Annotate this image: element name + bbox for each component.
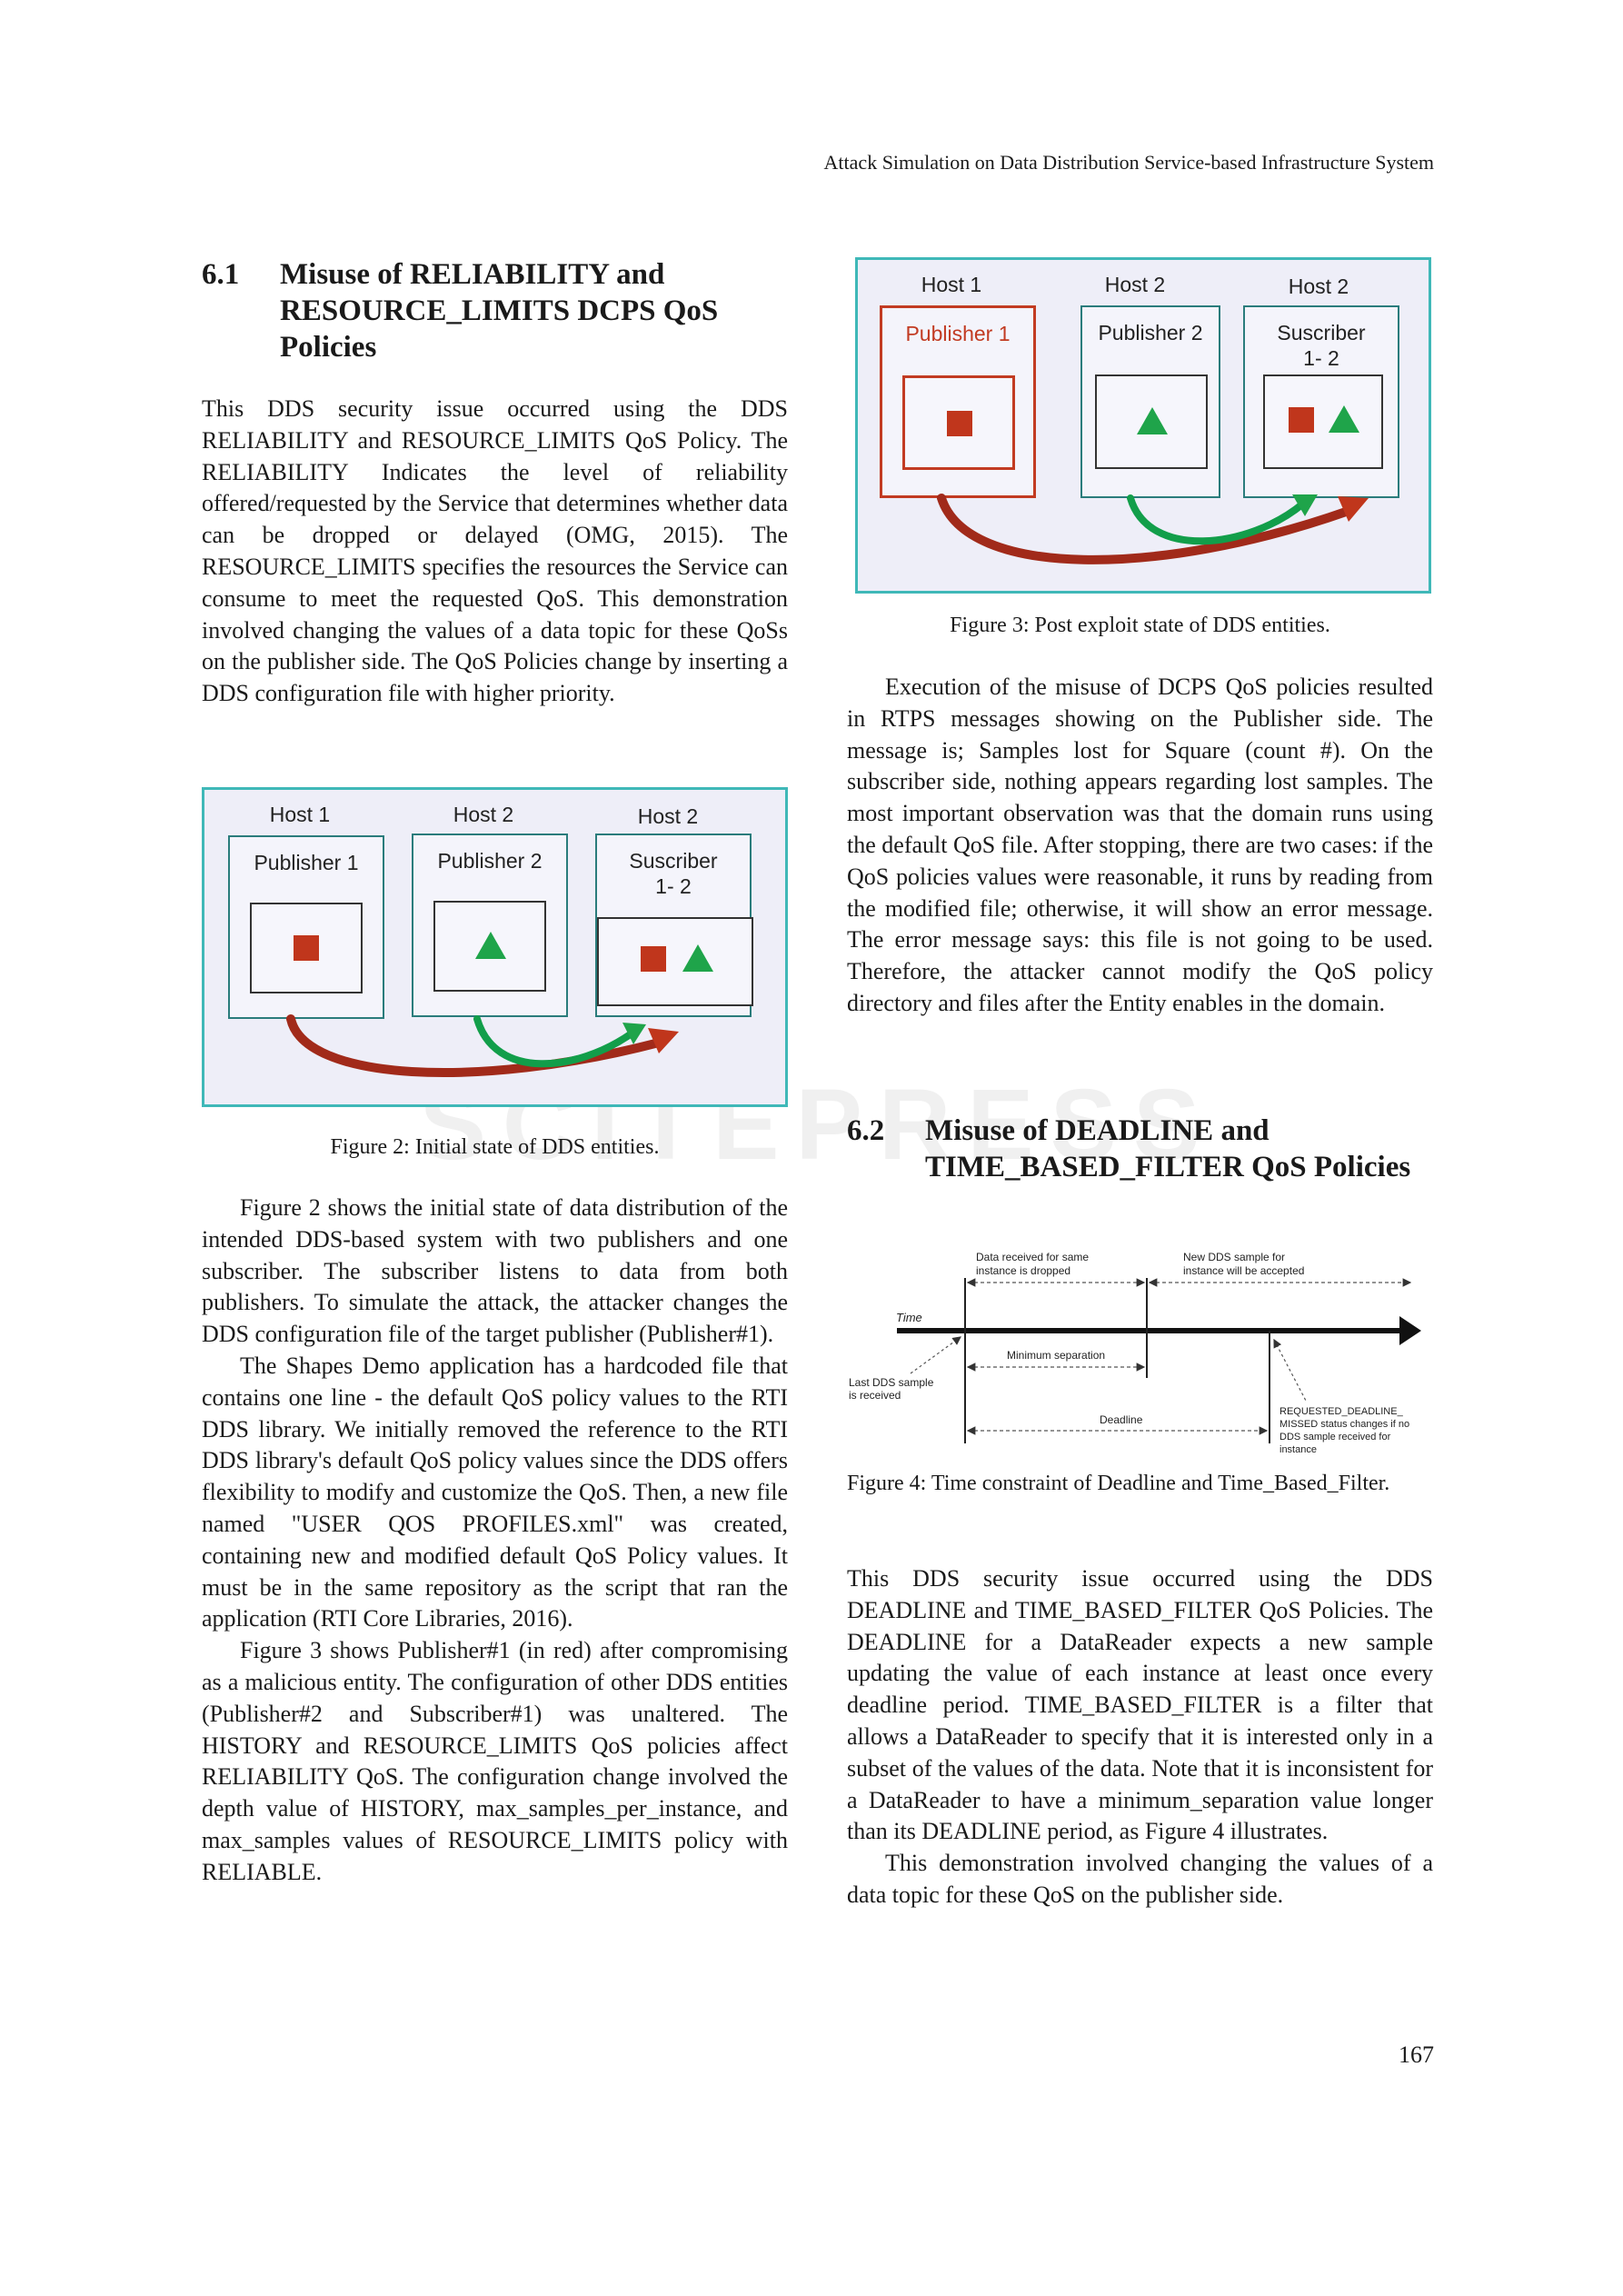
publisher-2-label: Publisher 2 <box>1098 321 1203 344</box>
triangle-sample-icon <box>1329 405 1359 433</box>
subscriber-label: Suscriber <box>1277 321 1366 344</box>
publisher-1-label: Publisher 1 <box>905 322 1011 345</box>
section-title: Misuse of DEADLINE and TIME_BASED_FILTER… <box>925 1114 1411 1183</box>
sample-box <box>250 903 363 993</box>
triangle-sample-icon <box>1137 407 1168 434</box>
red-flow-arrow <box>937 494 1353 564</box>
missed-label-line1: REQUESTED_DEADLINE_ <box>1279 1406 1404 1417</box>
last-sample-label-line1: Last DDS sample <box>849 1376 934 1389</box>
section-number: 6.1 <box>202 258 240 291</box>
min-separation-label: Minimum separation <box>1007 1349 1105 1362</box>
accepted-label-line2: instance will be accepted <box>1183 1264 1304 1277</box>
figure-4-timeline-diagram: Time Data received for same instance is … <box>849 1251 1421 1455</box>
host-label: Host 2 <box>453 803 514 826</box>
page-number: 167 <box>1399 2041 1434 2068</box>
paragraph: This demonstration involved changing the… <box>847 1850 1433 1908</box>
square-sample-icon <box>1289 407 1314 433</box>
host-label: Host 1 <box>921 273 982 296</box>
subscriber-box: Suscriber 1- 2 <box>1243 305 1399 498</box>
triangle-sample-icon <box>682 944 713 972</box>
section-title: Misuse of RELIABILITY and RESOURCE_LIMIT… <box>280 258 719 364</box>
square-sample-icon <box>641 946 666 972</box>
subscriber-label: Suscriber <box>629 849 718 873</box>
sample-box <box>433 901 546 992</box>
host-label: Host 2 <box>637 804 699 828</box>
deadline-missed-pointer <box>1273 1338 1307 1402</box>
publisher-1-box-compromised: Publisher 1 <box>880 305 1036 498</box>
sample-box <box>902 375 1015 470</box>
green-flow-arrow <box>473 1015 635 1068</box>
subscriber-box: Suscriber 1- 2 <box>595 834 753 1017</box>
figure-2-caption: Figure 2: Initial state of DDS entities. <box>330 1135 660 1159</box>
figure-2-diagram: Host 1 Host 2 Host 2 Publisher 1 Publish… <box>202 787 788 1107</box>
paragraph: This DDS security issue occurred using t… <box>847 1565 1433 1845</box>
last-sample-pointer <box>910 1336 961 1374</box>
paragraph: The Shapes Demo application has a hardco… <box>202 1352 788 1632</box>
flow-arrows <box>937 494 1369 564</box>
sample-box <box>597 917 753 1006</box>
deadline-label: Deadline <box>1100 1413 1143 1426</box>
paragraph: Execution of the misuse of DCPS QoS poli… <box>847 674 1433 1016</box>
section-6-1-heading: 6.1 Misuse of RELIABILITY and RESOURCE_L… <box>202 256 788 365</box>
paragraph: Figure 2 shows the initial state of data… <box>202 1194 788 1348</box>
sample-box <box>1095 374 1208 469</box>
sample-box <box>1263 374 1383 469</box>
host-label: Host 1 <box>269 803 331 826</box>
publisher-1-label: Publisher 1 <box>254 851 359 874</box>
missed-label-line3: DDS sample received for <box>1279 1432 1391 1442</box>
host-label: Host 2 <box>1288 275 1349 298</box>
triangle-sample-icon <box>475 932 506 959</box>
missed-label-line4: instance <box>1279 1444 1317 1455</box>
dropped-label-line1: Data received for same <box>976 1251 1089 1263</box>
publisher-2-box: Publisher 2 <box>1080 305 1220 498</box>
figure-3-diagram: Host 1 Host 2 Host 2 Publisher 1 Publish… <box>855 257 1431 594</box>
running-head: Attack Simulation on Data Distribution S… <box>823 151 1434 174</box>
paragraph: This DDS security issue occurred using t… <box>202 395 788 707</box>
section-number: 6.2 <box>847 1114 885 1147</box>
square-sample-icon <box>294 935 319 961</box>
subscriber-label-ids: 1- 2 <box>655 874 692 898</box>
figure-3-caption: Figure 3: Post exploit state of DDS enti… <box>950 614 1330 637</box>
time-label: Time <box>896 1311 922 1324</box>
missed-label-line2: MISSED status changes if no <box>1279 1419 1409 1430</box>
publisher-2-label: Publisher 2 <box>437 849 543 873</box>
green-flow-arrow <box>1127 494 1307 545</box>
dropped-label-line2: instance is dropped <box>976 1264 1070 1277</box>
flow-arrows <box>286 1014 679 1077</box>
red-arrow-head <box>648 1028 679 1053</box>
subscriber-label-ids: 1- 2 <box>1303 346 1339 370</box>
square-sample-icon <box>947 411 972 436</box>
green-arrow-head <box>622 1023 646 1044</box>
paragraph: Figure 3 shows Publisher#1 (in red) afte… <box>202 1637 788 1885</box>
accepted-label-line1: New DDS sample for <box>1183 1251 1285 1263</box>
red-arrow-head <box>1338 496 1369 522</box>
green-arrow-head <box>1292 494 1318 516</box>
time-axis-arrowhead <box>1399 1316 1421 1345</box>
last-sample-label-line2: is received <box>849 1389 901 1402</box>
publisher-2-box: Publisher 2 <box>412 834 568 1017</box>
figure-4-caption: Figure 4: Time constraint of Deadline an… <box>847 1472 1390 1495</box>
section-6-2-heading: 6.2 Misuse of DEADLINE and TIME_BASED_FI… <box>847 1113 1433 1185</box>
host-label: Host 2 <box>1104 273 1166 296</box>
publisher-1-box: Publisher 1 <box>228 835 384 1019</box>
